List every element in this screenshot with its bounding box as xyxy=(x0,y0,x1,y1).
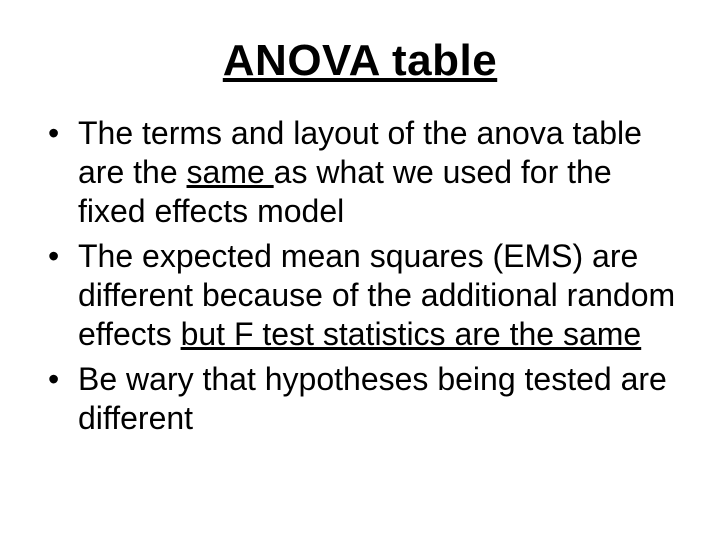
list-item: The expected mean squares (EMS) are diff… xyxy=(44,237,676,354)
bullet-text-pre: Be wary that hypotheses being tested are… xyxy=(78,361,667,436)
bullet-text-underlined: but F test statistics are the same xyxy=(181,316,642,352)
bullet-text-underlined: same xyxy=(187,154,274,190)
slide: ANOVA table The terms and layout of the … xyxy=(0,0,720,540)
list-item: Be wary that hypotheses being tested are… xyxy=(44,360,676,438)
bullet-list: The terms and layout of the anova table … xyxy=(36,114,684,438)
slide-title: ANOVA table xyxy=(36,36,684,86)
list-item: The terms and layout of the anova table … xyxy=(44,114,676,231)
